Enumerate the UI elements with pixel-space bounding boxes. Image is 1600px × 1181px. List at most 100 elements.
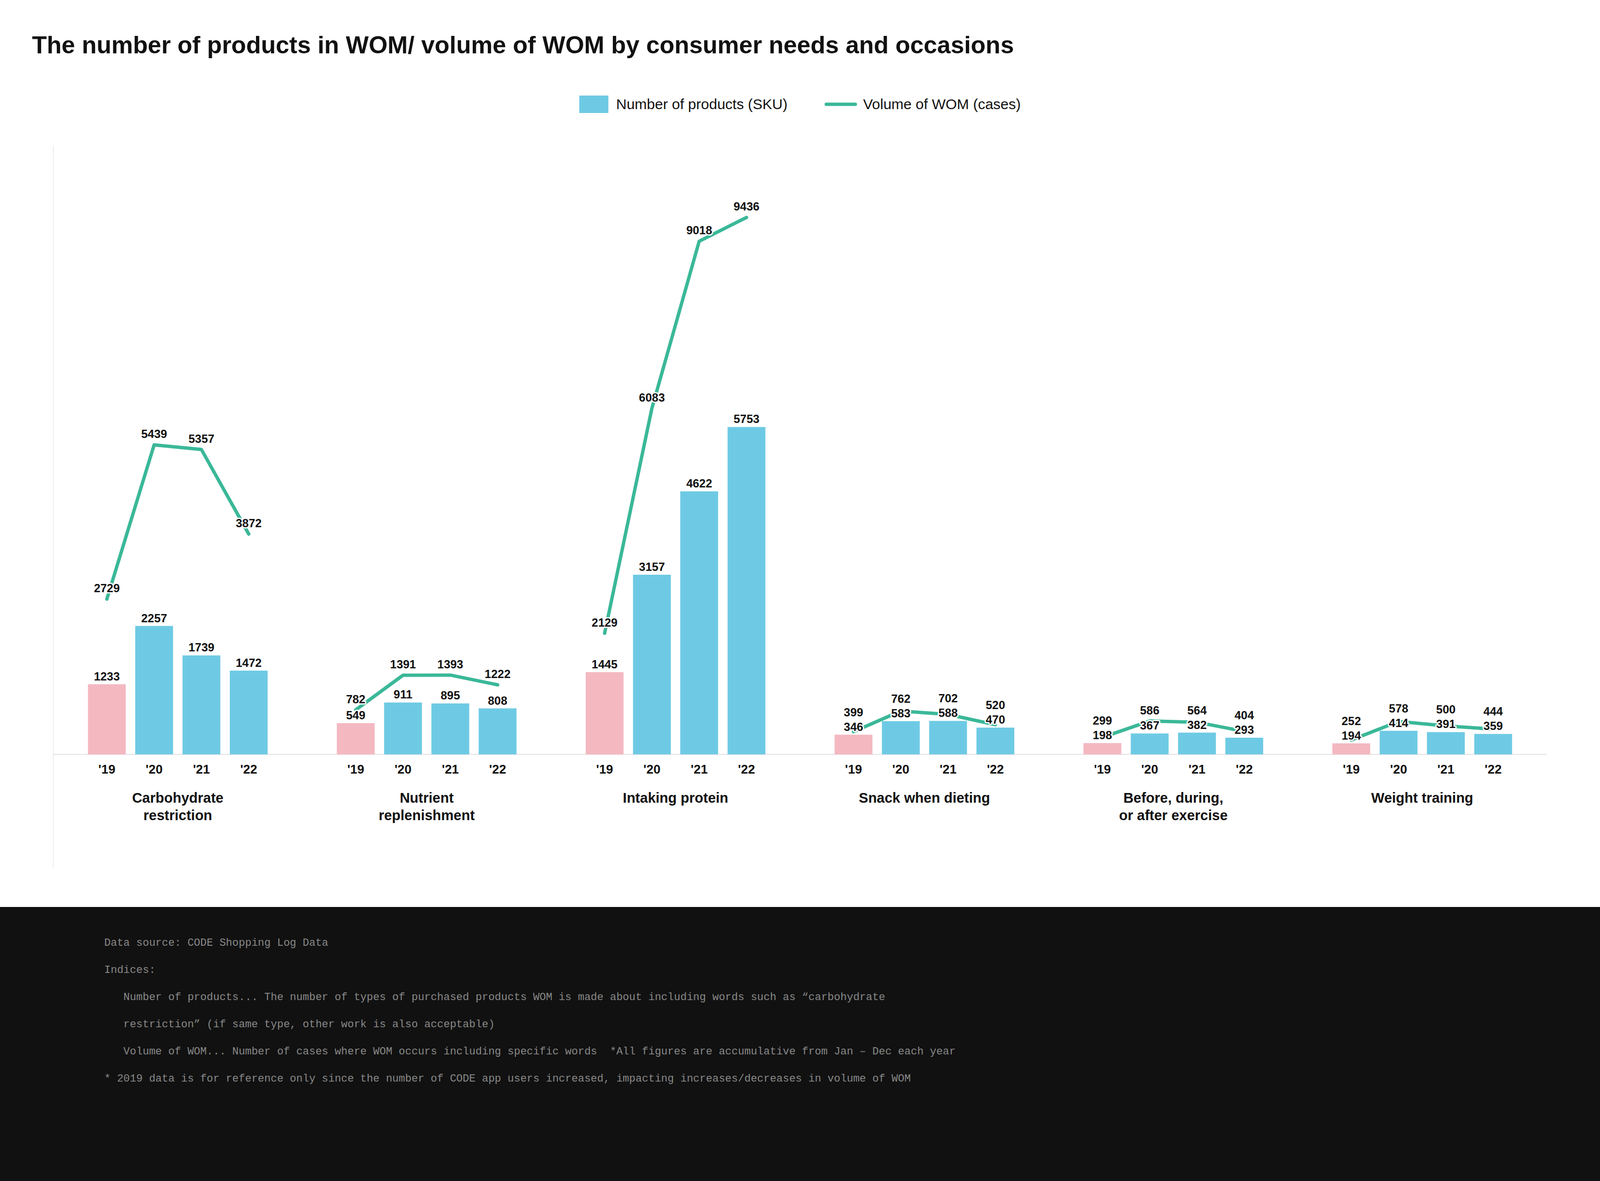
category-label-line: Snack when dieting <box>858 789 991 806</box>
data-label: 500 <box>1436 702 1456 716</box>
data-label: 5753 <box>733 412 760 426</box>
bar <box>1225 737 1264 754</box>
bar <box>585 672 624 755</box>
category-label-line: Weight training <box>1371 789 1474 806</box>
bar <box>633 574 672 754</box>
year-label: '19 <box>347 761 365 777</box>
line <box>106 444 249 599</box>
data-label: 444 <box>1483 704 1504 718</box>
bar <box>135 625 174 755</box>
data-label: 4622 <box>686 476 712 490</box>
category-label-line: Intaking protein <box>623 789 729 806</box>
data-labels: 1233272922575439173953571472387254978291… <box>94 199 1504 742</box>
data-label: 911 <box>393 687 413 701</box>
year-label: '19 <box>1093 761 1111 777</box>
data-label: 299 <box>1092 713 1113 727</box>
data-label: 414 <box>1389 716 1409 730</box>
data-label: 586 <box>1139 703 1160 717</box>
year-label: '22 <box>240 761 257 777</box>
note: Volume of WOM... Number of cases where W… <box>104 1045 956 1058</box>
year-label: '22 <box>986 761 1004 777</box>
data-label: 564 <box>1187 703 1208 717</box>
data-label: 1472 <box>235 656 262 670</box>
data-label: 399 <box>843 705 864 719</box>
category-label: Nutrientreplenishment <box>378 789 476 823</box>
title: The number of products in WOM/ volume of… <box>32 31 1014 59</box>
line <box>1351 721 1494 740</box>
data-label: 359 <box>1483 719 1504 733</box>
data-label: 382 <box>1187 718 1207 732</box>
bar <box>431 703 470 754</box>
year-label: '20 <box>643 761 661 777</box>
data-label: 346 <box>843 720 864 734</box>
bar <box>680 491 719 754</box>
bar <box>727 426 766 754</box>
year-label: '21 <box>1188 761 1206 777</box>
data-label: 367 <box>1139 718 1160 732</box>
line <box>355 674 498 710</box>
bar <box>976 727 1015 754</box>
year-label: '20 <box>394 761 412 777</box>
background <box>0 0 1600 1181</box>
data-label: 1222 <box>484 667 511 681</box>
year-label: '20 <box>1390 761 1408 777</box>
data-label: 3157 <box>639 560 665 574</box>
bar <box>1379 730 1418 755</box>
data-label: 578 <box>1389 701 1409 715</box>
data-label: 583 <box>891 706 911 720</box>
data-label: 5357 <box>188 432 215 446</box>
year-label: '22 <box>489 761 507 777</box>
data-label: 2729 <box>94 581 120 595</box>
year-label: '19 <box>845 761 863 777</box>
bar <box>1474 733 1513 754</box>
year-label: '19 <box>1342 761 1360 777</box>
legend: Number of products (SKU) Volume of WOM (c… <box>579 95 1022 113</box>
data-label: 549 <box>346 708 366 722</box>
category-label-line: restriction <box>143 807 213 823</box>
year-label: '21 <box>441 761 459 777</box>
year-label: '21 <box>939 761 957 777</box>
data-label: 2129 <box>591 615 618 629</box>
category-label-line: replenishment <box>378 807 476 823</box>
data-label: 198 <box>1092 728 1113 742</box>
data-label: 520 <box>985 698 1006 712</box>
bar <box>1130 733 1169 754</box>
baseline <box>53 753 1547 755</box>
data-label: 3872 <box>235 516 262 530</box>
data-label: 293 <box>1234 722 1254 736</box>
data-label: 782 <box>346 692 366 706</box>
note: * 2019 data is for reference only since … <box>104 1072 911 1085</box>
x-axis: '19 '20 '21 '22 Carbohydraterestriction '19 '2… <box>98 761 1502 823</box>
data-label: 252 <box>1341 714 1361 728</box>
bar <box>1178 732 1216 755</box>
data-label: 808 <box>487 693 508 707</box>
year-label: '20 <box>145 761 163 777</box>
bar <box>229 670 268 755</box>
y-axis-line <box>53 145 54 868</box>
chart: The number of products in WOM/ volume of… <box>0 0 1600 1181</box>
data-label: 470 <box>985 712 1006 726</box>
data-label: 404 <box>1234 708 1255 722</box>
data-label: 1391 <box>390 657 416 671</box>
data-label: 391 <box>1436 717 1456 731</box>
legend-swatch <box>579 95 609 113</box>
note: Data source: CODE Shopping Log Data <box>104 936 329 949</box>
bar <box>928 720 967 754</box>
year-label: '20 <box>892 761 910 777</box>
category-label-line: Carbohydrate <box>131 789 224 806</box>
note: Number of products... The number of type… <box>104 991 886 1004</box>
year-label: '22 <box>737 761 755 777</box>
legend-label: Volume of WOM (cases) <box>863 96 1021 112</box>
year-label: '19 <box>98 761 116 777</box>
line <box>1102 720 1245 738</box>
year-label: '19 <box>595 761 613 777</box>
legend-label: Number of products (SKU) <box>616 96 788 112</box>
bar <box>336 722 375 754</box>
category-label: Intaking protein <box>623 789 729 806</box>
year-label: '21 <box>690 761 708 777</box>
data-label: 762 <box>891 691 911 705</box>
data-label: 1445 <box>591 657 618 671</box>
data-label: 9436 <box>733 199 760 213</box>
bar <box>1083 742 1122 754</box>
category-label: Weight training <box>1371 789 1474 806</box>
